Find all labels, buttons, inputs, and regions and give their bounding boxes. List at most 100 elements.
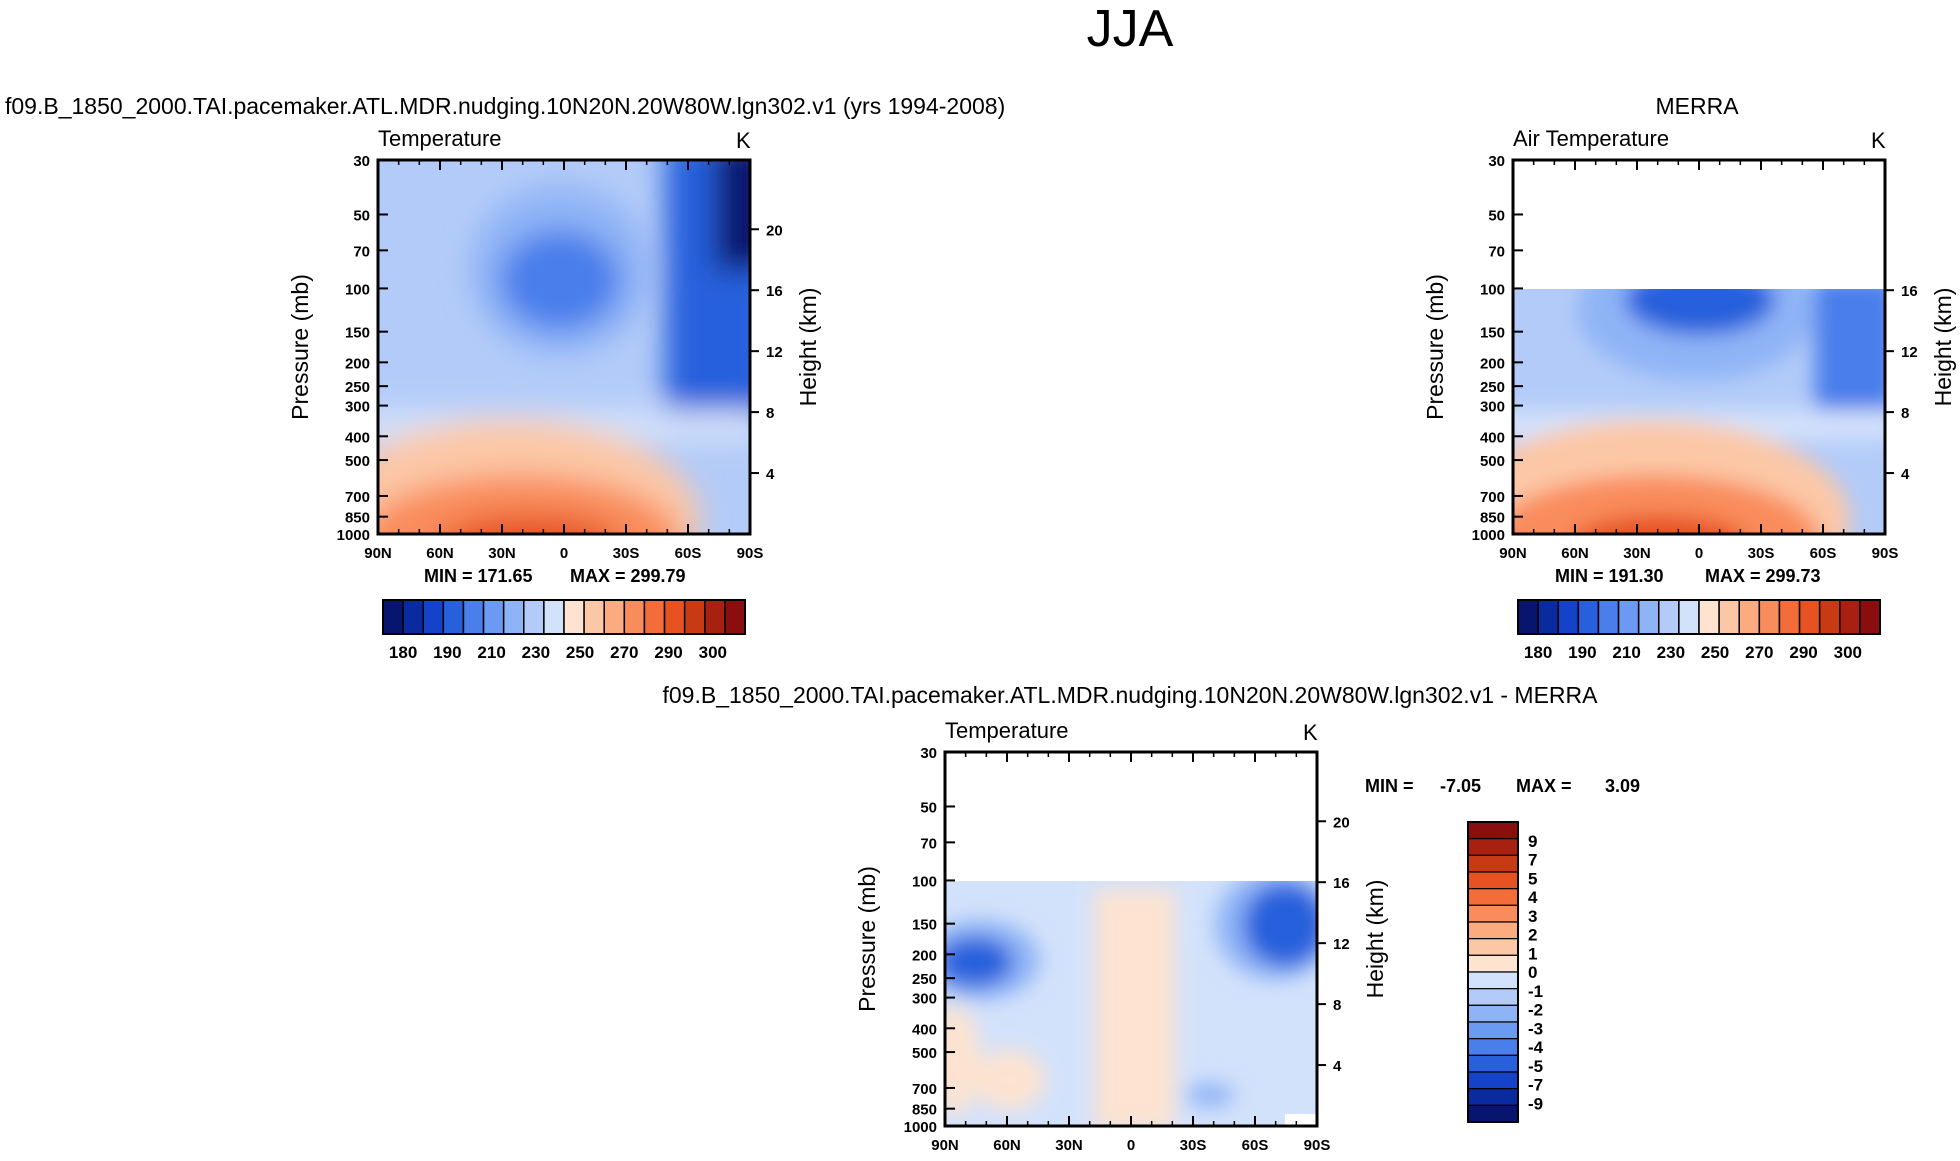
y-tick-label: 30 xyxy=(920,745,937,762)
colorbar-label: 210 xyxy=(477,643,505,662)
y-tick-label: 150 xyxy=(912,917,937,934)
y-right-tick-label: 4 xyxy=(1901,466,1910,483)
colorbar-box xyxy=(462,599,485,635)
y-tick-label: 850 xyxy=(345,510,370,527)
merra-missing-region xyxy=(1513,160,1885,289)
y-right-tick-label: 16 xyxy=(1901,283,1918,300)
colorbar-box xyxy=(402,599,424,635)
colorbar-box xyxy=(422,599,445,635)
model-field xyxy=(378,160,750,534)
colorbar-label: 190 xyxy=(433,643,461,662)
colorbar-box xyxy=(543,599,565,635)
figure-title: JJA xyxy=(1087,0,1174,58)
merra-min: MIN = 191.30 xyxy=(1555,566,1664,586)
x-tick-label: 90S xyxy=(737,545,764,562)
colorbar-box xyxy=(1778,599,1801,635)
y-tick-label: 100 xyxy=(1480,281,1505,298)
y-right-tick-label: 20 xyxy=(766,222,783,239)
colorbar-box xyxy=(523,599,545,635)
colorbar-box xyxy=(1577,599,1600,635)
colorbar-box xyxy=(1678,599,1700,635)
colorbar-label: 180 xyxy=(389,643,417,662)
y-tick-label: 250 xyxy=(912,971,937,988)
model-axes: 90N 60N 30N 0 30S 60S 90S 30 50 70 100 150 200 250 300… xyxy=(337,153,783,562)
colorbar-label: -9 xyxy=(1528,1094,1543,1113)
diff-missing-region xyxy=(945,752,1317,881)
y-tick-label: 100 xyxy=(345,281,370,298)
y-tick-label: 300 xyxy=(1480,399,1505,416)
y-tick-label: 300 xyxy=(912,991,937,1008)
diff-min-label: MIN = xyxy=(1365,776,1414,796)
x-tick-label: 30S xyxy=(613,545,640,562)
colorbar-box xyxy=(603,599,626,635)
colorbar-label: 5 xyxy=(1528,869,1537,888)
colorbar-label: 190 xyxy=(1568,643,1596,662)
x-tick-label: 90N xyxy=(364,545,392,562)
colorbar-box xyxy=(724,599,746,635)
colorbar-box xyxy=(1818,599,1841,635)
y-right-tick-label: 4 xyxy=(1333,1058,1342,1075)
colorbar-box xyxy=(482,599,505,635)
merra-warm-mid xyxy=(1513,475,1820,534)
colorbar-label: 9 xyxy=(1528,832,1537,851)
x-tick-label: 60N xyxy=(993,1137,1021,1154)
merra-ylabel-right: Height (km) xyxy=(1930,288,1956,407)
diff-warm-strip xyxy=(1095,890,1175,1126)
colorbar-label: 250 xyxy=(566,643,594,662)
colorbar-box xyxy=(1467,1104,1519,1123)
y-right-tick-label: 16 xyxy=(1333,875,1350,892)
colorbar-box xyxy=(1537,599,1559,635)
diff-variable: Temperature xyxy=(945,718,1069,743)
colorbar-box xyxy=(1467,1038,1519,1056)
colorbar-label: 270 xyxy=(610,643,638,662)
colorbar-box xyxy=(1467,838,1519,856)
y-tick-label: 50 xyxy=(1488,207,1505,224)
y-tick-label: 70 xyxy=(920,835,937,852)
y-right-tick-label: 20 xyxy=(1333,814,1350,831)
colorbar-label: 180 xyxy=(1524,643,1552,662)
colorbar-box xyxy=(1467,1054,1519,1073)
model-warm-core xyxy=(446,515,614,534)
model-units: K xyxy=(736,128,751,153)
colorbar-box xyxy=(1517,599,1539,635)
colorbar-box xyxy=(1467,1088,1519,1106)
colorbar-label: 2 xyxy=(1528,926,1537,945)
y-right-tick-label: 8 xyxy=(1333,997,1341,1014)
colorbar-box xyxy=(1467,1004,1519,1023)
x-tick-label: 0 xyxy=(1695,545,1703,562)
merra-field xyxy=(1513,160,1885,534)
x-tick-label: 60N xyxy=(1561,545,1589,562)
panel-merra: MERRA Air Temperature K 90N 60N 30N 0 30S 60S… xyxy=(1422,93,1956,662)
colorbar-label: -4 xyxy=(1528,1038,1544,1057)
y-tick-label: 250 xyxy=(1480,379,1505,396)
diff-cold-small xyxy=(1185,1083,1235,1107)
panel-diff: f09.B_1850_2000.TAI.pacemaker.ATL.MDR.nu… xyxy=(663,682,1641,1154)
merra-units: K xyxy=(1871,128,1886,153)
colorbar-box xyxy=(1617,599,1640,635)
colorbar-box xyxy=(1718,599,1740,635)
y-tick-label: 850 xyxy=(1480,510,1505,527)
colorbar-box xyxy=(1467,871,1519,890)
y-right-tick-label: 12 xyxy=(1901,344,1918,361)
colorbar-box xyxy=(1738,599,1761,635)
y-tick-label: 500 xyxy=(1480,453,1505,470)
y-right-tick-label: 16 xyxy=(766,283,783,300)
y-tick-label: 700 xyxy=(1480,489,1505,506)
y-right-tick-label: 12 xyxy=(1333,936,1350,953)
panel-model: f09.B_1850_2000.TAI.pacemaker.ATL.MDR.nu… xyxy=(5,93,1005,662)
colorbar-box xyxy=(1859,599,1881,635)
y-tick-label: 1000 xyxy=(1472,527,1505,544)
colorbar-label: 290 xyxy=(1789,643,1817,662)
colorbar-label: 300 xyxy=(699,643,727,662)
colorbar-box xyxy=(1758,599,1781,635)
diff-axes: 90N 60N 30N 0 30S 60S 90S 30 50 70 100 150 200 250 300… xyxy=(904,745,1350,1154)
x-tick-label: 90S xyxy=(1872,545,1899,562)
diff-max-value: 3.09 xyxy=(1605,776,1640,796)
y-tick-label: 1000 xyxy=(337,527,370,544)
diff-min-value: -7.05 xyxy=(1440,776,1481,796)
diff-max-label: MAX = xyxy=(1516,776,1572,796)
merra-title: MERRA xyxy=(1655,93,1739,119)
colorbar-box xyxy=(663,599,686,635)
